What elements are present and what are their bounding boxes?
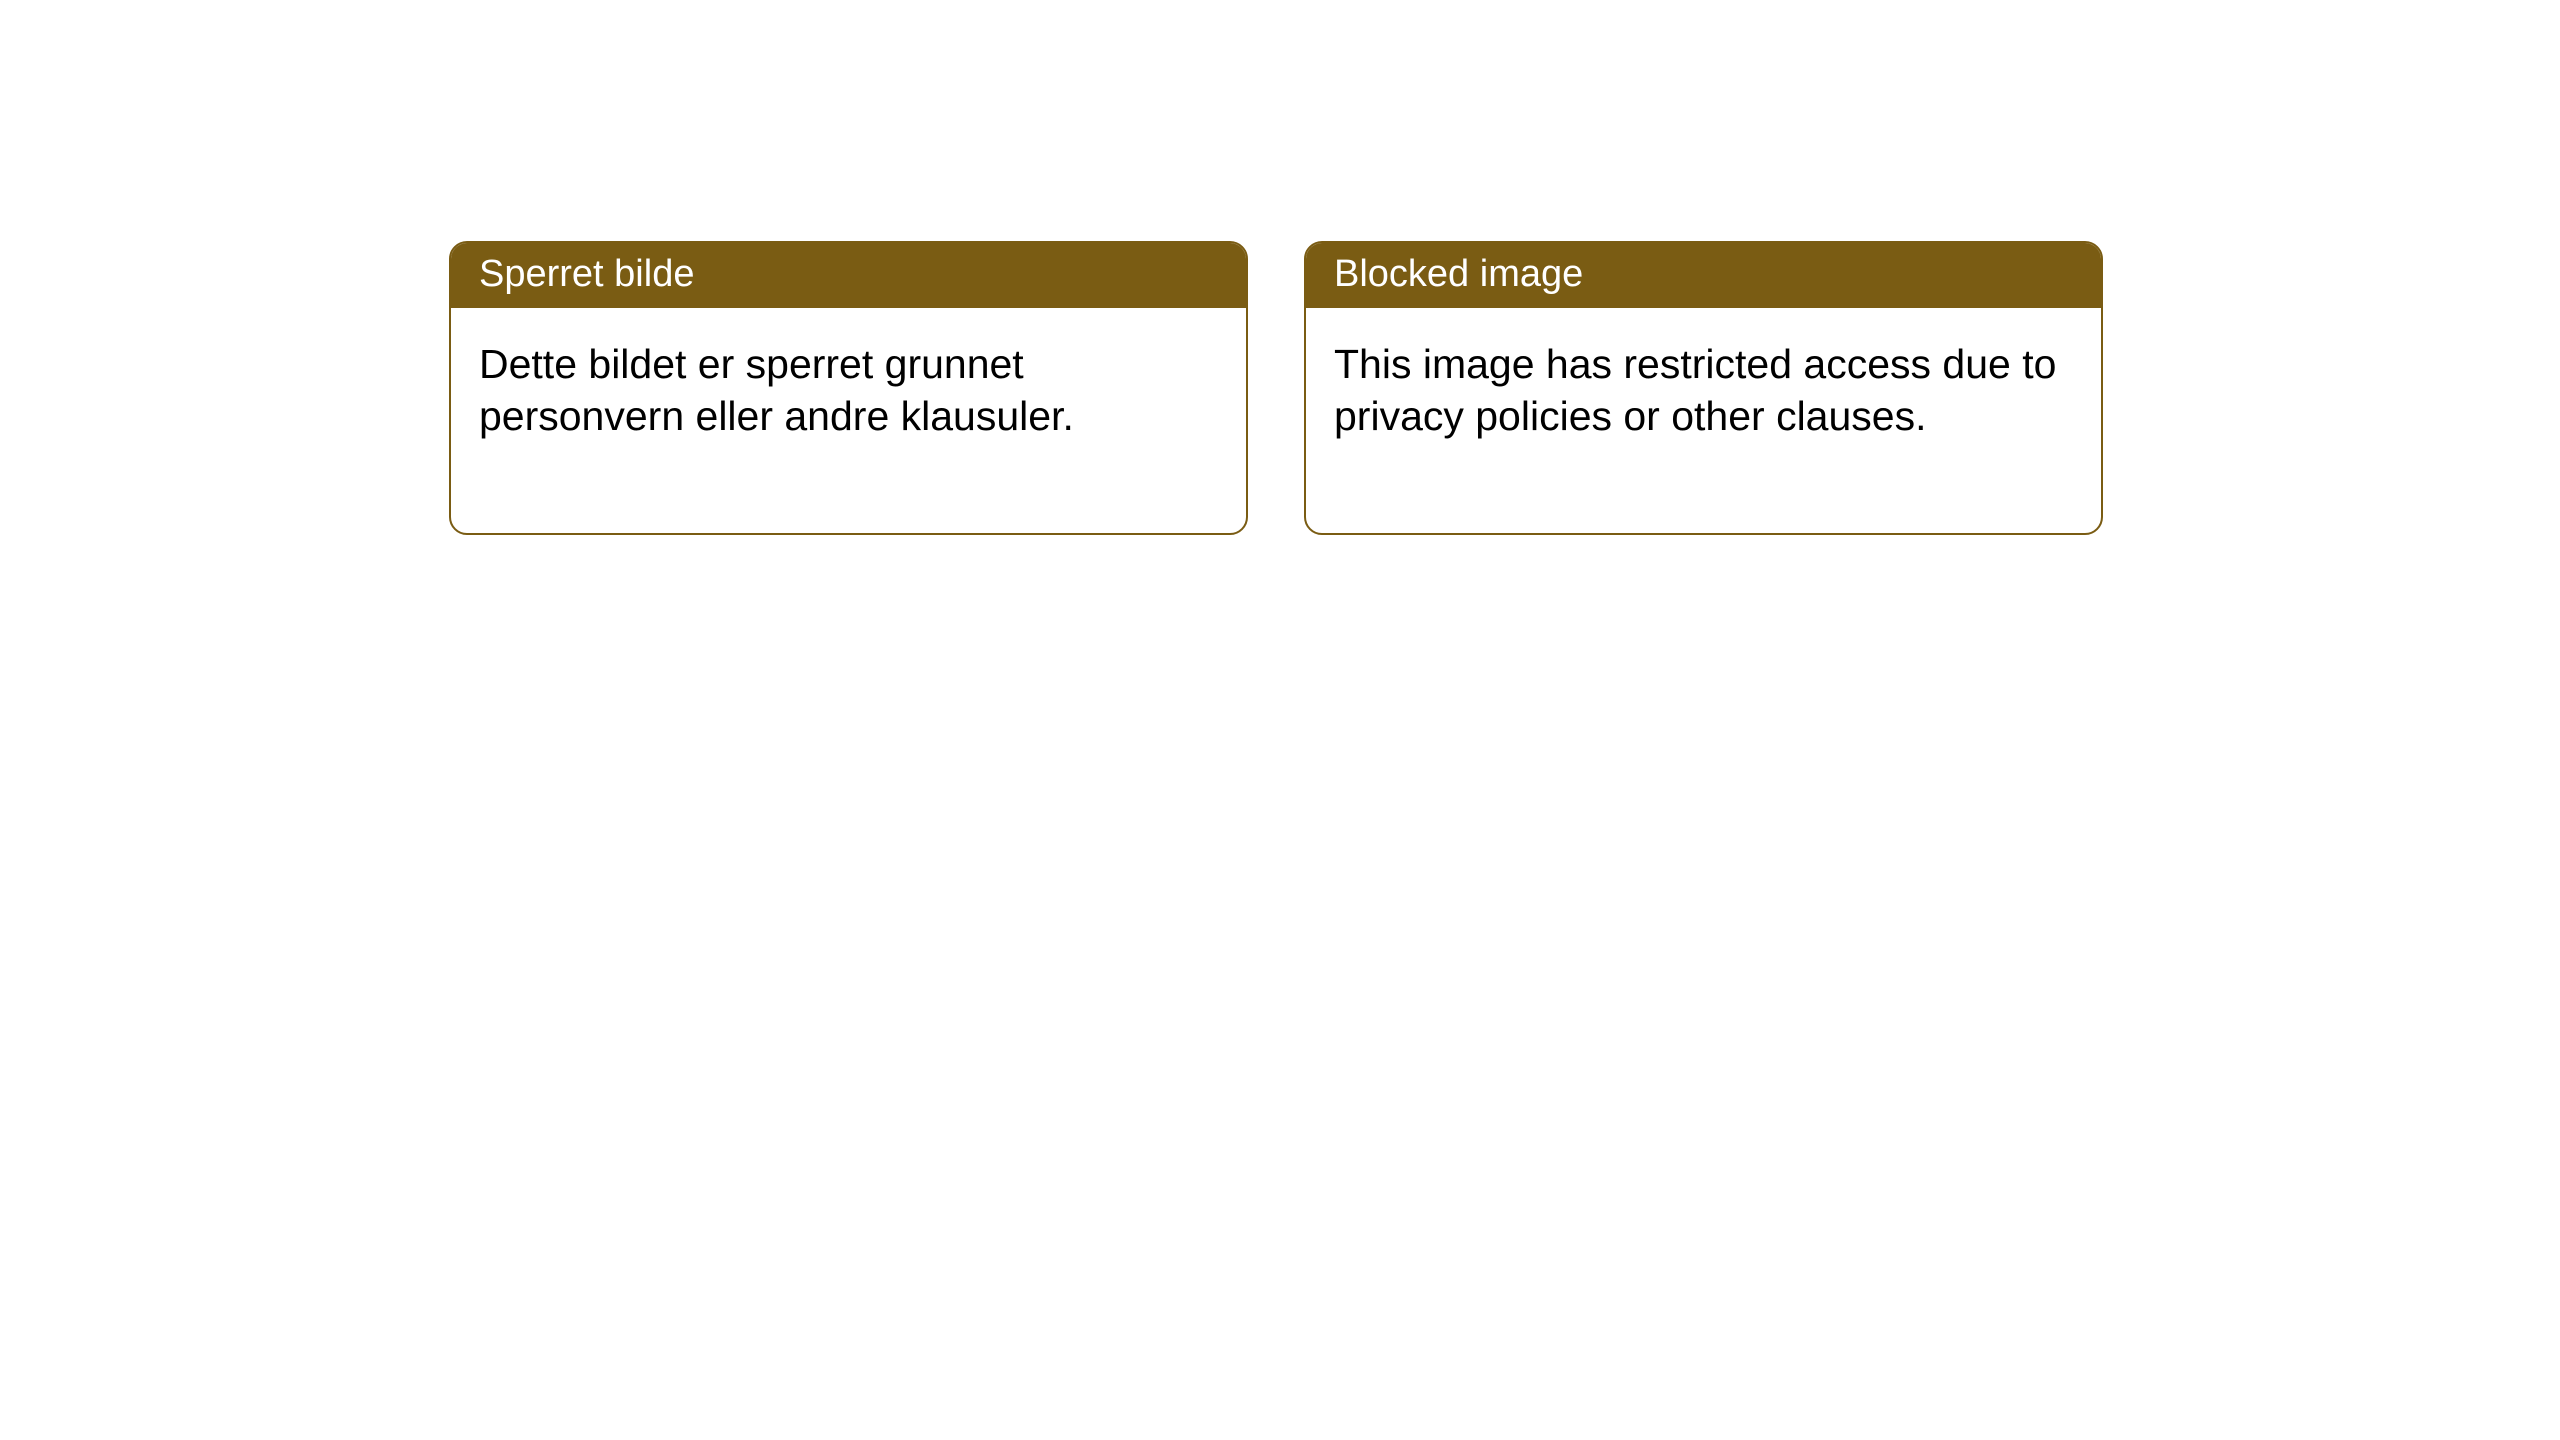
notice-header: Sperret bilde — [451, 243, 1246, 308]
notice-body: Dette bildet er sperret grunnet personve… — [451, 308, 1246, 533]
notice-card-english: Blocked image This image has restricted … — [1304, 241, 2103, 535]
notice-card-norwegian: Sperret bilde Dette bildet er sperret gr… — [449, 241, 1248, 535]
notice-body: This image has restricted access due to … — [1306, 308, 2101, 533]
notice-header: Blocked image — [1306, 243, 2101, 308]
notice-container: Sperret bilde Dette bildet er sperret gr… — [449, 241, 2103, 535]
